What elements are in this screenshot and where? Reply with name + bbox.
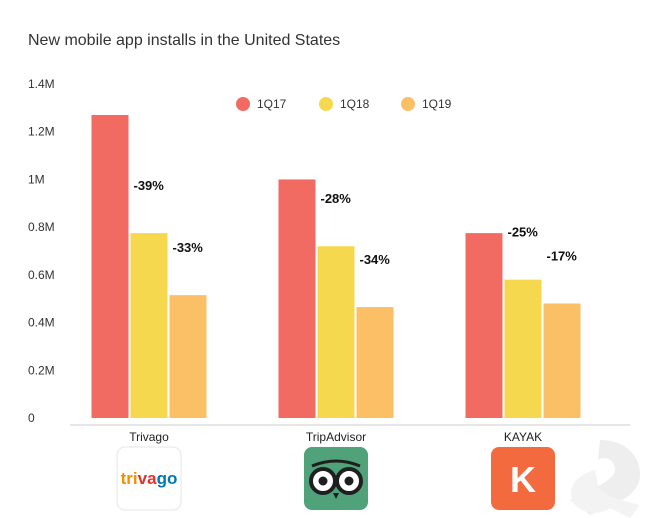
y-tick-label: 1.2M: [28, 125, 55, 139]
bar-1q18-kayak: [504, 279, 542, 418]
legend-label: 1Q18: [340, 97, 370, 111]
bar-1q18-trivago: [130, 233, 168, 418]
svg-text:trivago: trivago: [121, 469, 178, 488]
trivago-logo: trivago: [116, 446, 182, 511]
bar-1q19-tripadvisor: [356, 307, 394, 418]
data-label: -17%: [547, 248, 578, 263]
y-tick-label: 0.2M: [28, 363, 55, 377]
category-label: KAYAK: [504, 430, 542, 444]
category-labels: Trivago TripAdvisor KAYAK: [129, 430, 542, 444]
bars: [91, 115, 581, 418]
y-tick-label: 0: [28, 411, 35, 425]
y-tick-label: 1M: [28, 172, 45, 186]
kayak-k-logo: K: [491, 447, 555, 510]
bar-1q19-trivago: [169, 295, 207, 418]
legend: 1Q17 1Q18 1Q19: [236, 97, 452, 111]
legend-label: 1Q17: [257, 97, 287, 111]
legend-swatch: [236, 97, 250, 111]
legend-swatch: [401, 97, 415, 111]
category-label: TripAdvisor: [306, 430, 366, 444]
legend-swatch: [319, 97, 333, 111]
category-label: Trivago: [129, 430, 169, 444]
y-tick-label: 0.4M: [28, 316, 55, 330]
data-label: -25%: [508, 225, 539, 240]
chart-title: New mobile app installs in the United St…: [28, 32, 340, 49]
bar-1q19-kayak: [543, 303, 581, 418]
kayak-logo-letter: K: [510, 459, 536, 500]
y-tick-label: 0.8M: [28, 220, 55, 234]
data-label: -39%: [134, 178, 165, 193]
bar-1q17-kayak: [465, 233, 503, 418]
bar-1q18-tripadvisor: [317, 246, 355, 418]
data-label: -28%: [321, 191, 352, 206]
y-tick-label: 0.6M: [28, 268, 55, 282]
data-labels: -39% -33% -28% -34% -25% -17%: [134, 178, 578, 267]
watermark-icon: [570, 440, 640, 518]
legend-label: 1Q19: [422, 97, 452, 111]
owl-eyes-logo: [304, 447, 368, 510]
data-label: -34%: [360, 252, 391, 267]
data-label: -33%: [173, 240, 204, 255]
y-tick-label: 1.4M: [28, 77, 55, 91]
y-axis: 0 0.2M 0.4M 0.6M 0.8M 1M 1.2M 1.4M: [28, 77, 55, 425]
bar-1q17-tripadvisor: [278, 179, 316, 418]
bar-1q17-trivago: [91, 115, 129, 418]
